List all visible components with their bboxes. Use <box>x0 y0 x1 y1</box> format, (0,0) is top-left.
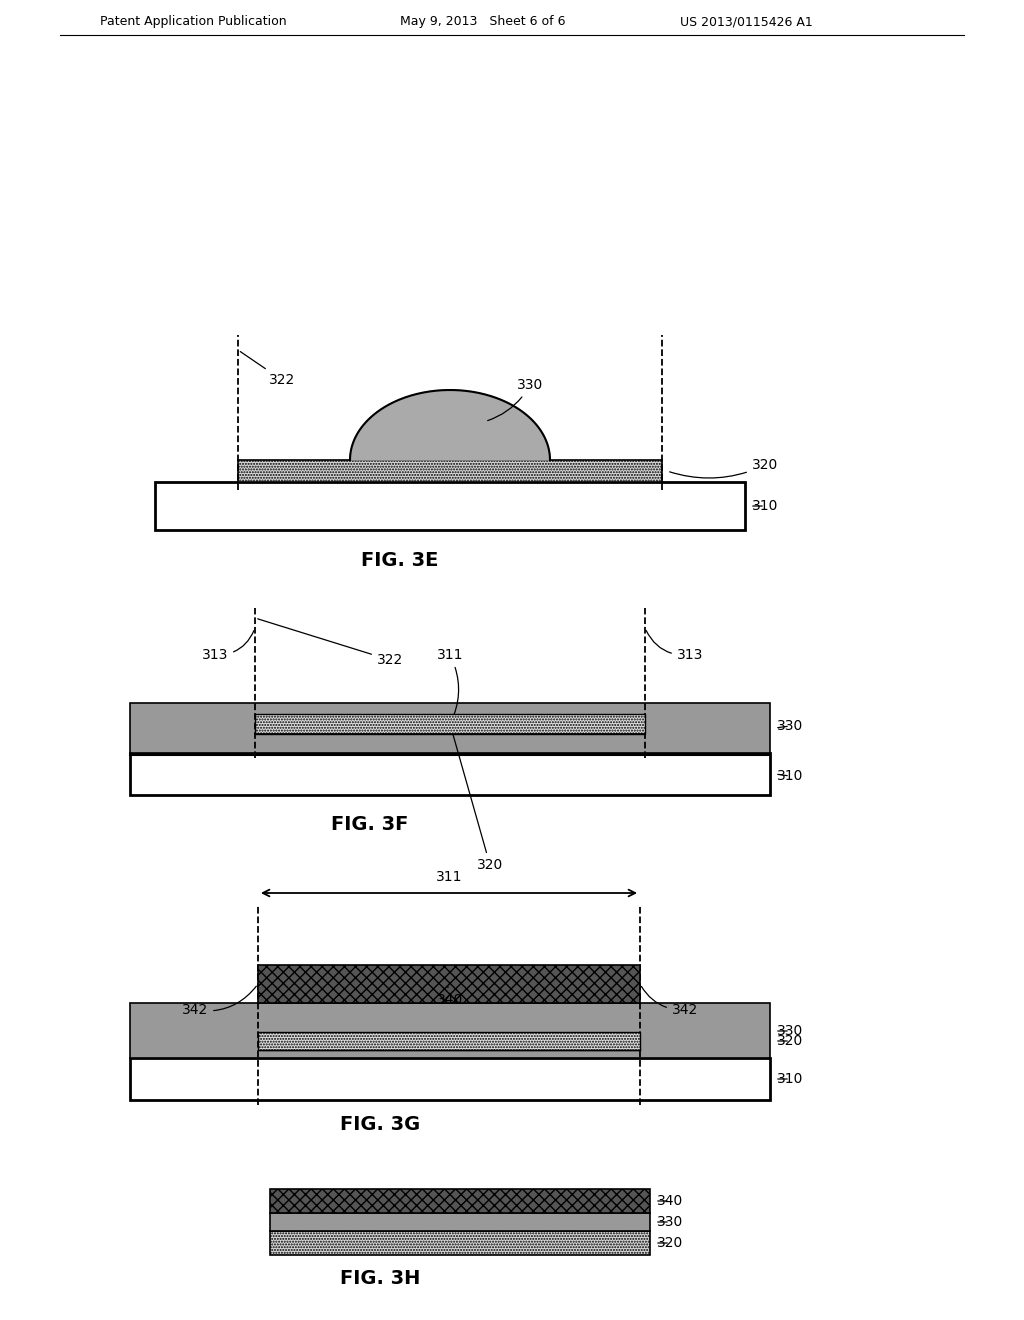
Bar <box>270 1213 650 1232</box>
Text: FIG. 3G: FIG. 3G <box>340 1115 420 1134</box>
Text: 322: 322 <box>241 351 295 387</box>
Text: FIG. 3H: FIG. 3H <box>340 1269 420 1287</box>
Text: 342: 342 <box>641 986 698 1016</box>
Bar <box>130 1003 770 1059</box>
Text: 340: 340 <box>656 1195 683 1208</box>
Text: 320: 320 <box>451 727 503 873</box>
Text: 330: 330 <box>487 378 543 421</box>
Bar <box>270 1232 650 1255</box>
Text: 311: 311 <box>436 870 462 884</box>
Bar <box>238 459 662 482</box>
Bar <box>258 1032 640 1049</box>
Bar <box>130 752 770 795</box>
Text: Patent Application Publication: Patent Application Publication <box>100 16 287 29</box>
Text: 330: 330 <box>777 1024 803 1038</box>
Text: 313: 313 <box>202 631 254 663</box>
Text: US 2013/0115426 A1: US 2013/0115426 A1 <box>680 16 813 29</box>
Text: 322: 322 <box>258 619 403 667</box>
Text: 313: 313 <box>646 631 703 663</box>
Text: 320: 320 <box>656 1236 683 1250</box>
Polygon shape <box>350 389 550 459</box>
Text: 311: 311 <box>437 648 463 722</box>
Text: 310: 310 <box>777 770 803 783</box>
Text: 342: 342 <box>182 986 256 1016</box>
Text: 340: 340 <box>437 986 463 1007</box>
Bar <box>155 482 745 531</box>
Bar <box>270 1189 650 1213</box>
Text: 330: 330 <box>656 1214 683 1229</box>
Text: 320: 320 <box>777 1034 803 1048</box>
Text: FIG. 3E: FIG. 3E <box>361 550 438 569</box>
Bar <box>258 965 640 1003</box>
Text: 320: 320 <box>670 458 778 478</box>
Bar <box>255 714 645 734</box>
Text: May 9, 2013   Sheet 6 of 6: May 9, 2013 Sheet 6 of 6 <box>400 16 565 29</box>
Bar <box>130 1059 770 1100</box>
Text: 310: 310 <box>752 499 778 513</box>
Bar <box>130 704 770 752</box>
Text: 330: 330 <box>777 719 803 733</box>
Text: 310: 310 <box>777 1072 803 1086</box>
Text: FIG. 3F: FIG. 3F <box>332 816 409 834</box>
